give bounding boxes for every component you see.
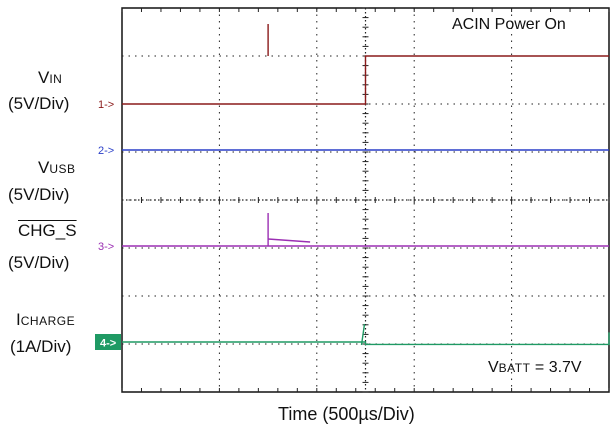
- channel-1-scale: (5V/Div): [8, 94, 70, 113]
- channel-3-scale: (5V/Div): [8, 253, 70, 272]
- vbatt-annotation: VBATT = 3.7V: [488, 359, 582, 376]
- channel-4-marker-label: 4->: [100, 338, 116, 350]
- x-axis-label: Time (500µs/Div): [278, 404, 415, 424]
- chart-title: ACIN Power On: [452, 16, 566, 33]
- channel-3-marker-label: 3->: [98, 241, 114, 253]
- channel-1-label: VIN: [38, 68, 63, 87]
- channel-3-label: CHG_S: [18, 221, 77, 240]
- trace-channel-4-edge-ripple: [360, 323, 366, 346]
- channel-4-marker: [95, 334, 121, 350]
- channel-4-label: ICHARGE: [16, 310, 76, 329]
- channel-4-scale: (1A/Div): [10, 337, 72, 356]
- trace-channel-1: [122, 55, 609, 105]
- channel-2-scale: (5V/Div): [8, 185, 70, 204]
- trace-channel-3-bump: [268, 238, 311, 243]
- trace-channel-4: [122, 332, 610, 346]
- channel-1-marker-label: 1->: [98, 99, 114, 111]
- channel-2-label: VUSB: [38, 158, 76, 177]
- channel-2-marker-label: 2->: [98, 145, 114, 157]
